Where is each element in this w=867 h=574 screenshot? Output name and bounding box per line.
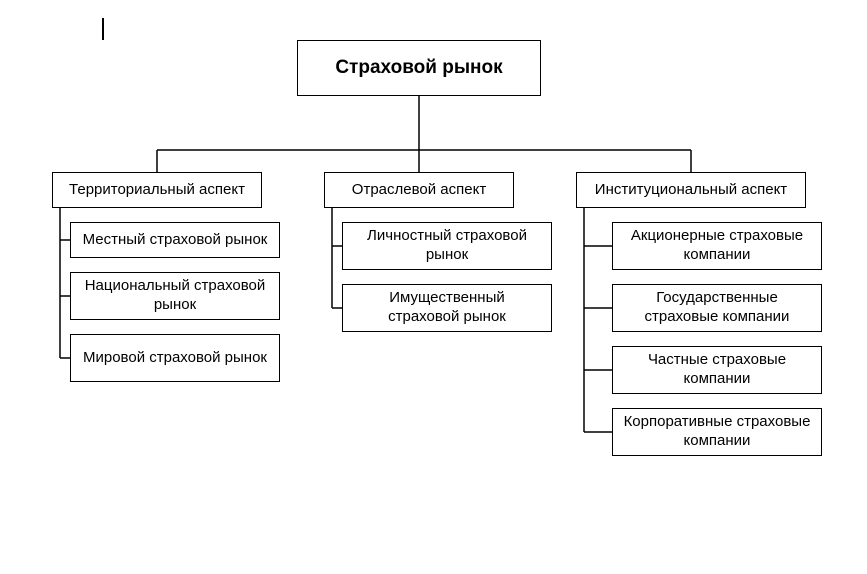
- branch-node-0: Территориальный аспект: [52, 172, 262, 208]
- child-node-1-1: Имущественный страховой рынок: [342, 284, 552, 332]
- text-cursor-mark: [102, 18, 104, 40]
- child-node-0-2: Мировой страховой рынок: [70, 334, 280, 382]
- child-node-2-3: Корпоративные страховые компании: [612, 408, 822, 456]
- child-node-2-2: Частные страховые компании: [612, 346, 822, 394]
- branch-node-2: Институциональный аспект: [576, 172, 806, 208]
- root-node: Страховой рынок: [297, 40, 541, 96]
- branch-node-1: Отраслевой аспект: [324, 172, 514, 208]
- child-node-0-1: Национальный страховой рынок: [70, 272, 280, 320]
- child-node-1-0: Личностный страховой рынок: [342, 222, 552, 270]
- child-node-0-0: Местный страховой рынок: [70, 222, 280, 258]
- child-node-2-0: Акционерные страховые компании: [612, 222, 822, 270]
- child-node-2-1: Государственные страховые компании: [612, 284, 822, 332]
